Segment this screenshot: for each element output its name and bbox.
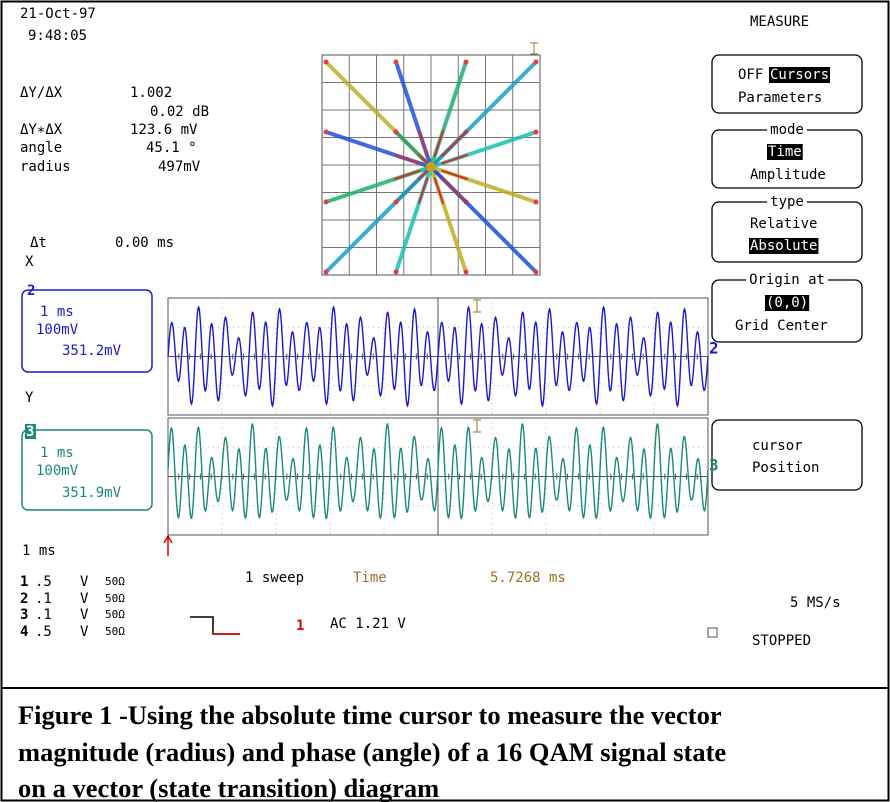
channel-id: 3 (26, 424, 34, 440)
ch-volts: .1 (35, 591, 52, 607)
readout-value: 123.6 mV (130, 122, 198, 138)
button-text[interactable]: Position (752, 460, 819, 476)
x-label: X (25, 254, 34, 270)
cursor-value: 5.7268 ms (490, 570, 566, 586)
trigger-channel: 1 (296, 618, 304, 634)
button-text[interactable]: Parameters (738, 90, 822, 106)
time: 9:48:05 (28, 28, 87, 44)
readout-label: angle (20, 140, 62, 156)
menu-button[interactable]: Origin at (0,0) Grid Center (712, 272, 862, 342)
ch-unit: V (80, 607, 89, 623)
caption-line: on a vector (state transition) diagram (18, 773, 439, 802)
menu-button[interactable]: type Relative Absolute (712, 194, 862, 262)
button-header[interactable]: mode (770, 122, 804, 138)
channel-offset: 351.9mV (62, 485, 122, 501)
ch-id: 2 (20, 591, 28, 607)
button-text[interactable]: Relative (750, 216, 817, 232)
page: 21-Oct-97 9:48:05 ΔY/ΔX 1.002 0.02 dB ΔY… (0, 0, 890, 802)
channel-scale: 100mV (36, 463, 79, 479)
ch-id: 1 (20, 574, 28, 590)
menu-button[interactable]: mode Time Amplitude (712, 122, 862, 188)
ch-unit: V (80, 591, 89, 607)
cursor-label: Time (353, 570, 387, 586)
state-point (464, 270, 469, 275)
status: STOPPED (752, 633, 811, 649)
button-header[interactable]: type (770, 194, 804, 210)
caption-line: Figure 1 -Using the absolute time cursor… (18, 700, 722, 730)
state-point (324, 130, 329, 135)
state-point (534, 270, 539, 275)
center (426, 162, 436, 172)
ch-id: 3 (20, 607, 28, 623)
ch-imp: 50Ω (105, 625, 125, 638)
menu-title: MEASURE (750, 14, 809, 30)
trace-label: 3 (709, 456, 719, 475)
button-text[interactable]: (0,0) (766, 295, 808, 311)
state-point (464, 60, 469, 65)
button-header[interactable]: Origin at (749, 272, 825, 288)
sweeps: 1 sweep (245, 570, 304, 586)
state-point (324, 60, 329, 65)
caption-line: magnitude (radius) and phase (angle) of … (18, 737, 726, 767)
state-point (394, 130, 399, 135)
state-point (324, 200, 329, 205)
ch-unit: V (80, 624, 89, 640)
ch-imp: 50Ω (105, 608, 125, 621)
state-point (324, 270, 329, 275)
state-point (534, 200, 539, 205)
trace-label: 2 (709, 339, 719, 358)
y-label: Y (25, 390, 34, 406)
ch-imp: 50Ω (105, 575, 125, 588)
button-text[interactable]: cursor (752, 438, 803, 454)
channel-offset: 351.2mV (62, 343, 122, 359)
channel-timebase: 1 ms (40, 445, 74, 461)
button-text[interactable]: Amplitude (750, 167, 826, 183)
delta-t-label: Δt (30, 235, 47, 251)
button-text[interactable]: Grid Center (735, 318, 828, 334)
button-text[interactable]: Time (768, 144, 802, 160)
ch-unit: V (80, 574, 89, 590)
ch-volts: .1 (35, 607, 52, 623)
date: 21-Oct-97 (20, 6, 96, 22)
button-text[interactable]: OFF (738, 67, 763, 83)
trigger-level: AC 1.21 V (330, 616, 406, 632)
state-point (394, 270, 399, 275)
readout-value: 1.002 (130, 85, 172, 101)
delta-t-value: 0.00 ms (115, 235, 174, 251)
sample-rate: 5 MS/s (790, 595, 841, 611)
menu-button[interactable]: OFF Cursors Parameters (712, 55, 862, 113)
state-point (394, 60, 399, 65)
button-frame[interactable] (712, 420, 862, 490)
state-point (394, 200, 399, 205)
readout-value: 497mV (158, 159, 201, 175)
ch-volts: .5 (35, 624, 52, 640)
timebase: 1 ms (22, 543, 56, 559)
readout-label: radius (20, 159, 71, 175)
readout-value: 45.1 ° (146, 140, 197, 156)
channel-timebase: 1 ms (40, 304, 74, 320)
menu-button[interactable]: cursor Position (712, 420, 862, 490)
channel-scale: 100mV (36, 322, 79, 338)
channel-id: 2 (27, 283, 35, 299)
button-text[interactable]: Absolute (750, 238, 817, 254)
state-point (534, 60, 539, 65)
ch-id: 4 (20, 624, 28, 640)
readout-label: ΔY∗ΔX (20, 122, 63, 138)
readout-value: 0.02 dB (150, 104, 209, 120)
ch-volts: .5 (35, 574, 52, 590)
button-text[interactable]: Cursors (770, 67, 829, 83)
ch-imp: 50Ω (105, 592, 125, 605)
state-point (534, 130, 539, 135)
readout-label: ΔY/ΔX (20, 85, 63, 101)
